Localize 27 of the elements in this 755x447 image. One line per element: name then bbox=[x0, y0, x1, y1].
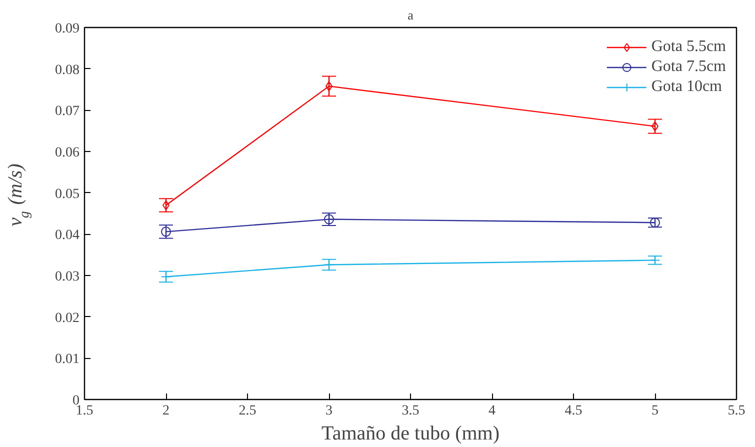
x-tick-label: 1.5 bbox=[76, 404, 94, 418]
x-tick-label: 4.5 bbox=[564, 404, 582, 418]
chart-title: a bbox=[408, 8, 414, 22]
y-tick-label: 0.08 bbox=[55, 62, 80, 78]
point bbox=[650, 218, 660, 228]
x-axis-title: Tamaño de tubo (mm) bbox=[322, 422, 500, 444]
y-tick-label: 0.02 bbox=[55, 310, 80, 326]
y-axis-title: vg (m/s) bbox=[4, 163, 32, 226]
point bbox=[650, 255, 660, 266]
x-tick-label: 5.5 bbox=[728, 404, 746, 418]
x-tick-label: 3 bbox=[326, 404, 332, 418]
legend-label: Gota 10cm bbox=[651, 78, 722, 96]
y-tick-label: 0.03 bbox=[55, 270, 80, 284]
legend-label: Gota 5.5cm bbox=[651, 38, 726, 56]
y-tick-label: 0.07 bbox=[55, 104, 80, 120]
point bbox=[324, 214, 334, 224]
x-tick-label: 5 bbox=[652, 404, 658, 418]
y-tick-label: 0.04 bbox=[55, 228, 80, 244]
x-tick-label: 2.5 bbox=[238, 404, 256, 418]
y-tick-label: 0.05 bbox=[55, 186, 80, 202]
x-tick-label: 2 bbox=[162, 404, 170, 418]
y-tick-label: 0.06 bbox=[55, 146, 80, 160]
y-tick-label: 0.09 bbox=[55, 22, 80, 36]
legend-label: Gota 7.5cm bbox=[651, 58, 726, 76]
x-tick-label: 3.5 bbox=[402, 404, 420, 418]
x-tick-label: 4 bbox=[488, 404, 496, 418]
y-tick-label: 0.01 bbox=[55, 352, 80, 368]
